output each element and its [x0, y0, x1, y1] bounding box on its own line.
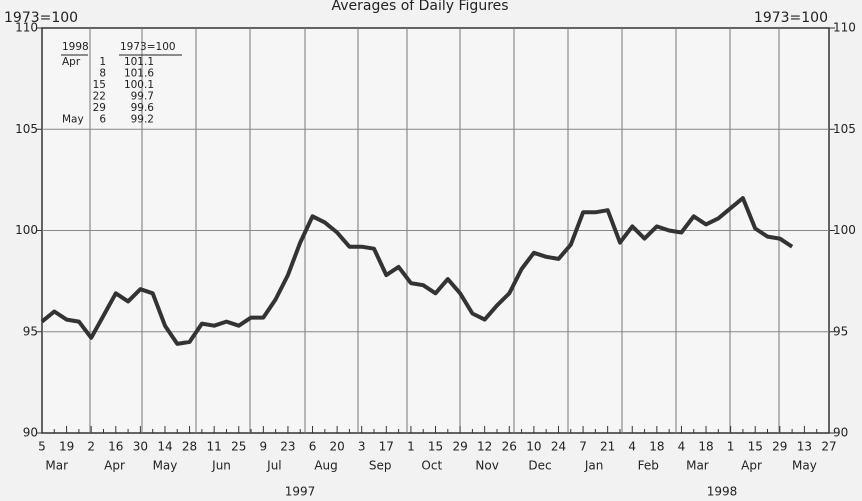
chart-title: Averages of Daily Figures — [331, 0, 508, 14]
x-tick-label: 28 — [182, 440, 197, 454]
month-label: Jul — [266, 459, 281, 473]
x-tick-label: 10 — [526, 440, 541, 454]
month-label: Apr — [104, 459, 125, 473]
month-label: Jan — [584, 459, 604, 473]
x-tick-label: 7 — [579, 440, 587, 454]
month-label: Feb — [638, 459, 659, 473]
month-label: Aug — [314, 459, 337, 473]
table-cell: 15 — [93, 79, 106, 91]
table-cell: 100.1 — [124, 79, 154, 91]
y-tick-label: 110 — [15, 21, 38, 35]
month-label: Nov — [475, 459, 498, 473]
month-label: Jun — [211, 459, 231, 473]
month-label: Oct — [421, 459, 442, 473]
y-tick-label: 95 — [23, 324, 38, 338]
x-tick-label: 3 — [358, 440, 366, 454]
x-tick-label: 15 — [748, 440, 763, 454]
x-tick-label: 16 — [108, 440, 123, 454]
y2-tick-label: 105 — [833, 122, 856, 136]
x-tick-label: 9 — [260, 440, 268, 454]
x-tick-label: 24 — [551, 440, 566, 454]
table-cell: 29 — [93, 102, 106, 114]
year-label: 1998 — [707, 485, 738, 499]
x-tick-label: 25 — [231, 440, 246, 454]
y-tick-label: 90 — [23, 426, 38, 440]
table-cell: 99.7 — [131, 91, 154, 103]
x-tick-label: 18 — [649, 440, 664, 454]
x-tick-label: 13 — [797, 440, 812, 454]
y2-tick-label: 90 — [833, 426, 848, 440]
month-label: Sep — [369, 459, 392, 473]
table-cell: 8 — [99, 68, 106, 80]
x-tick-label: 21 — [600, 440, 615, 454]
data-line — [40, 196, 794, 346]
table-cell: Apr — [62, 56, 81, 68]
y2-tick-label: 100 — [833, 223, 856, 237]
x-tick-label: 18 — [698, 440, 713, 454]
table-cell: 99.6 — [131, 102, 155, 114]
month-label: May — [792, 459, 817, 473]
x-tick-label: 1 — [407, 440, 415, 454]
x-tick-label: 1 — [727, 440, 735, 454]
x-tick-label: 5 — [38, 440, 46, 454]
y2-tick-label: 95 — [833, 324, 848, 338]
x-tick-label: 20 — [329, 440, 344, 454]
month-label: Dec — [528, 459, 551, 473]
table-header: 1973=100 — [120, 41, 176, 53]
month-label: Mar — [45, 459, 68, 473]
x-tick-label: 4 — [628, 440, 636, 454]
table-cell: 101.1 — [124, 56, 154, 68]
table-cell: 6 — [99, 114, 106, 126]
table-cell: May — [62, 114, 84, 126]
x-tick-label: 12 — [477, 440, 492, 454]
x-tick-label: 29 — [452, 440, 467, 454]
x-tick-label: 19 — [59, 440, 74, 454]
x-tick-label: 23 — [280, 440, 295, 454]
table-cell: 22 — [93, 91, 106, 103]
y2-tick-label: 110 — [833, 21, 856, 35]
y-tick-label: 105 — [15, 122, 38, 136]
y2-axis-label: 1973=100 — [754, 10, 828, 26]
table-cell: 101.6 — [124, 68, 154, 80]
x-tick-label: 6 — [309, 440, 317, 454]
month-label: Apr — [741, 459, 762, 473]
x-tick-label: 4 — [678, 440, 686, 454]
x-tick-label: 17 — [379, 440, 394, 454]
x-tick-label: 11 — [207, 440, 222, 454]
x-tick-label: 27 — [821, 440, 836, 454]
month-label: Mar — [686, 459, 709, 473]
x-tick-label: 15 — [428, 440, 443, 454]
year-label: 1997 — [285, 485, 316, 499]
y-tick-label: 100 — [15, 223, 38, 237]
x-tick-label: 26 — [502, 440, 517, 454]
y-axis-label: 1973=100 — [4, 10, 78, 26]
x-tick-label: 30 — [133, 440, 148, 454]
table-cell: 1 — [99, 56, 106, 68]
x-tick-label: 14 — [157, 440, 172, 454]
month-label: May — [153, 459, 178, 473]
table-cell: 99.2 — [131, 114, 154, 126]
x-tick-label: 2 — [87, 440, 95, 454]
table-header: 1998 — [62, 41, 89, 53]
x-tick-label: 29 — [772, 440, 787, 454]
